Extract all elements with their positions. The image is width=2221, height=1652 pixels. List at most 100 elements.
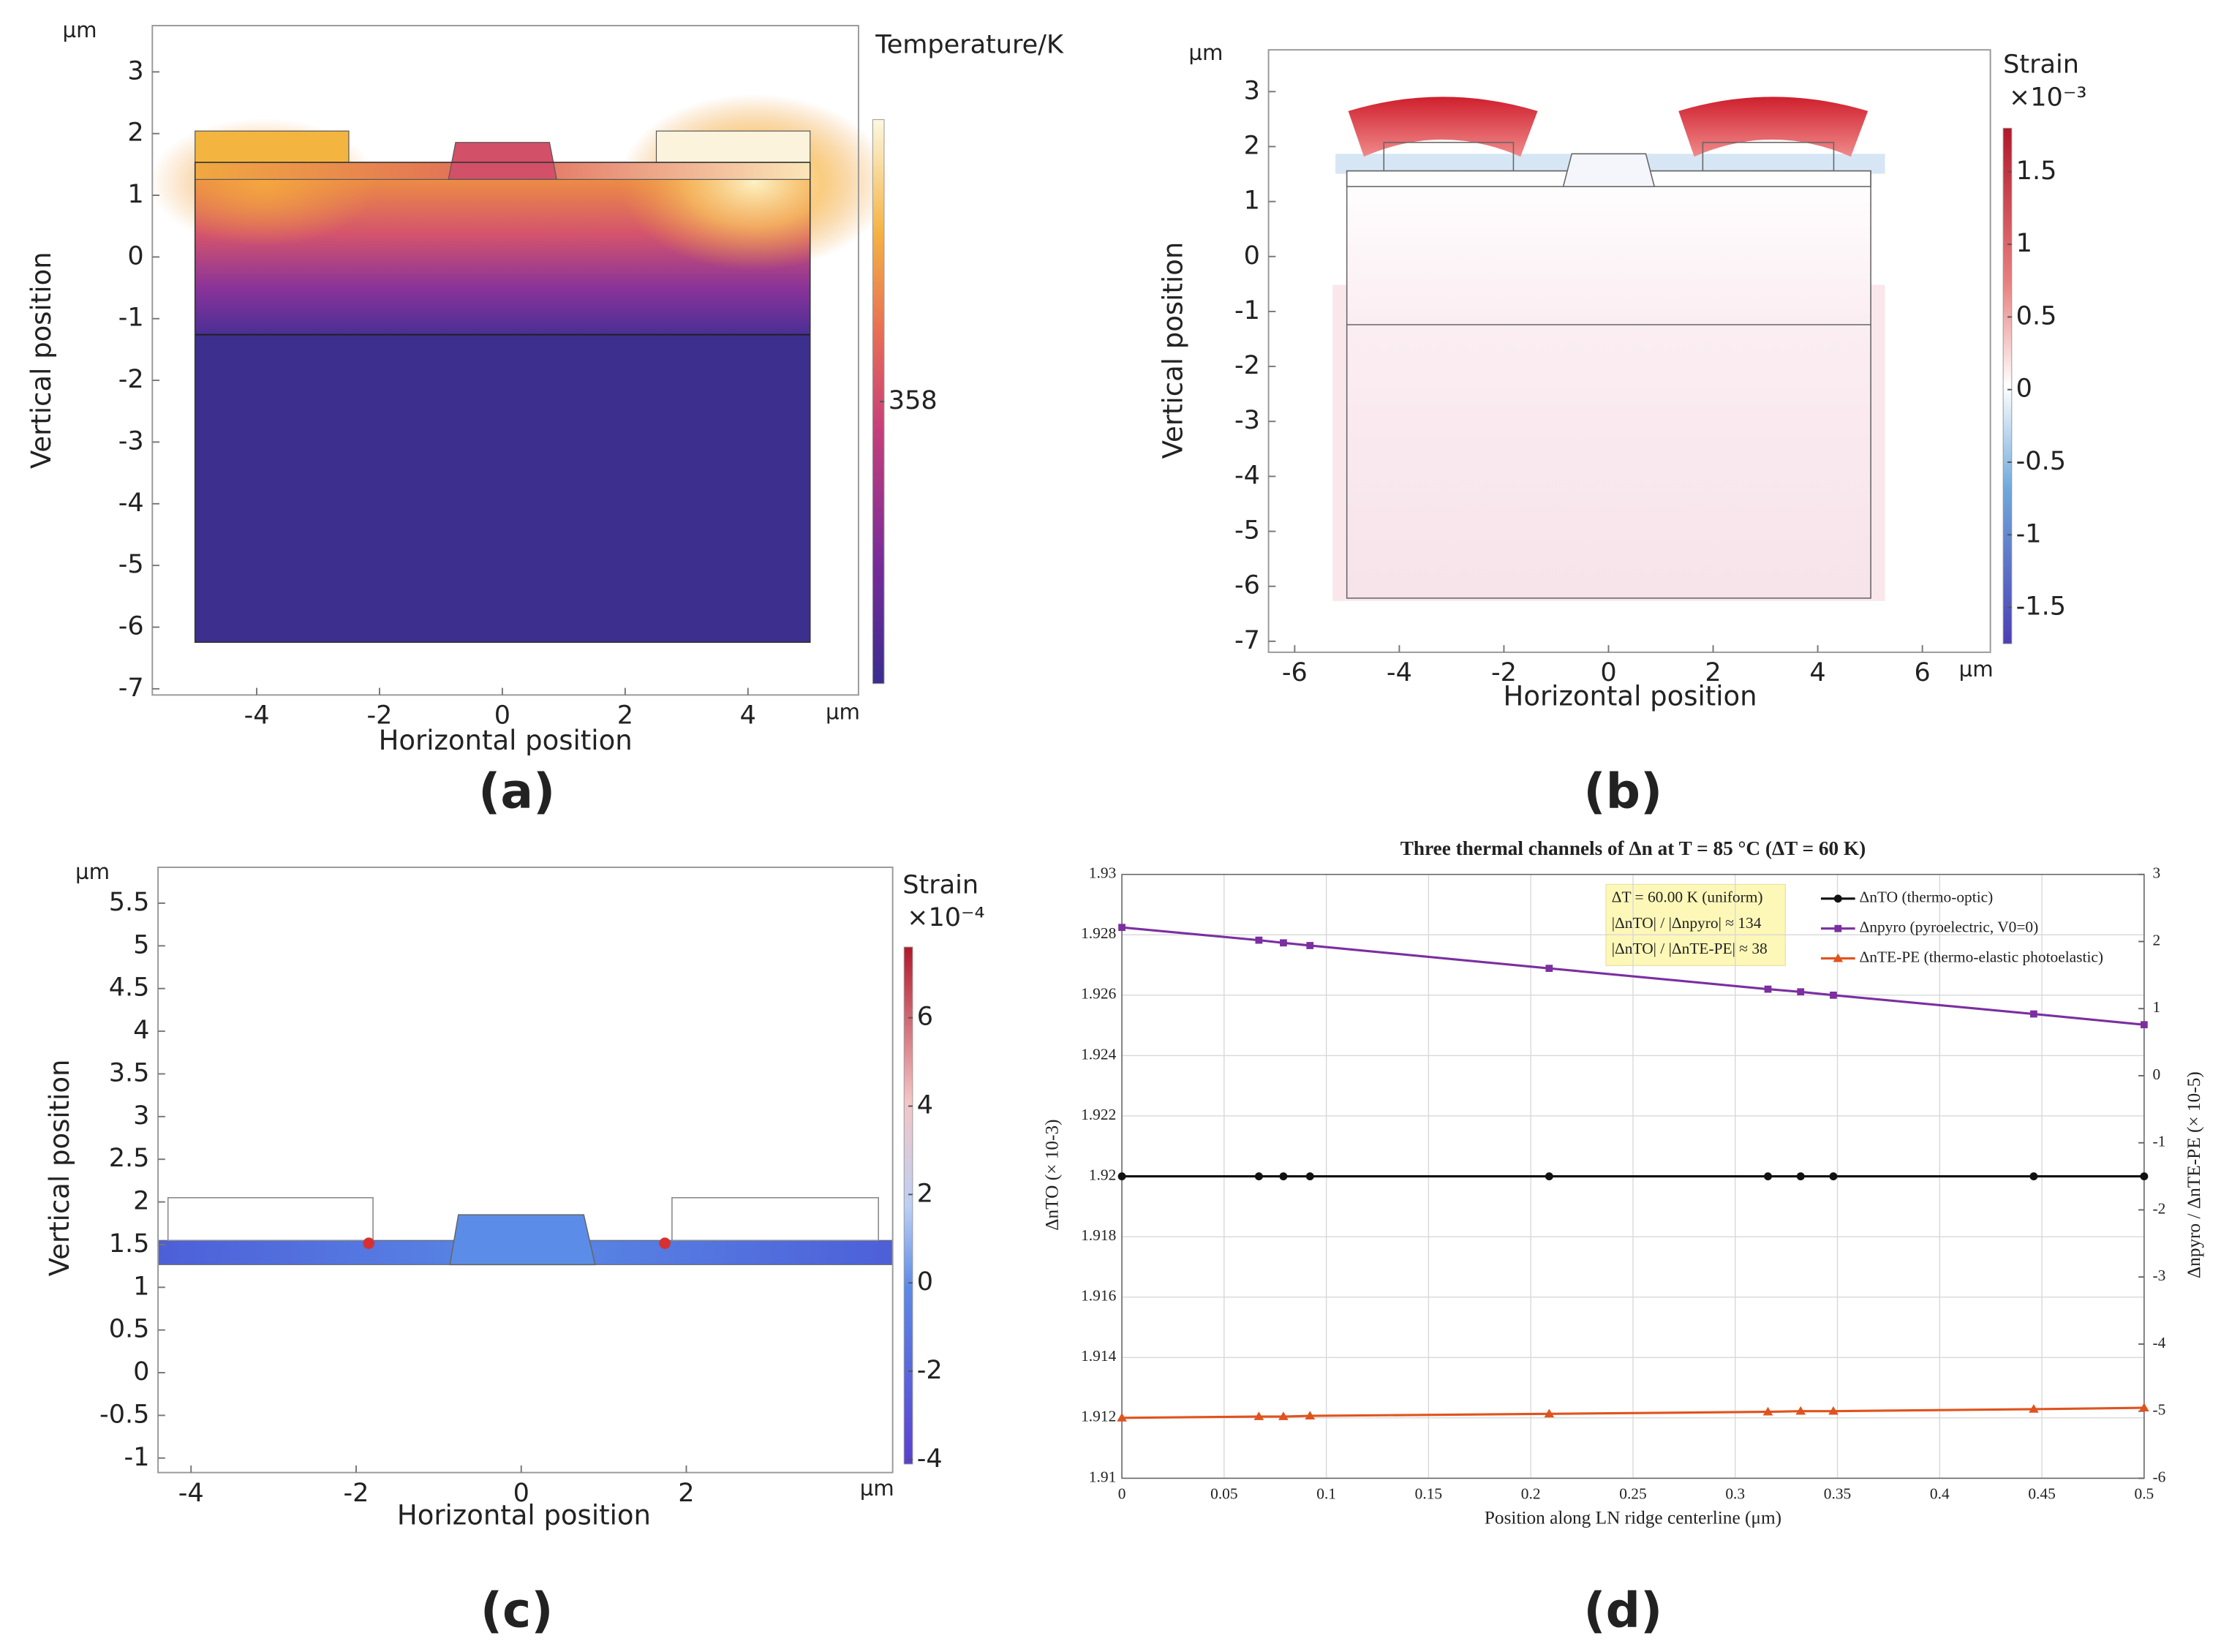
y-tick-label: -4 <box>1234 460 1260 490</box>
y2-tick-label: -1 <box>2153 1133 2166 1150</box>
y-tick-label: 5.5 <box>109 887 150 917</box>
panel-label: (c) <box>480 1582 554 1638</box>
y-tick-label: 0.5 <box>109 1314 150 1344</box>
y-tick-label: 2 <box>1244 130 1260 160</box>
panel-label: (b) <box>1583 763 1662 820</box>
colorbar-tick-label: 0 <box>2016 374 2032 404</box>
legend-marker <box>1833 953 1844 962</box>
chart-title: Three thermal channels of Δn at T = 85 °… <box>1400 837 1866 859</box>
y-tick-label: 1.922 <box>1081 1106 1116 1123</box>
field-c <box>157 946 913 1465</box>
field-b <box>1332 97 2013 644</box>
data-point <box>1545 965 1553 973</box>
data-point <box>1797 988 1805 996</box>
series-line <box>1122 1406 2144 1419</box>
x-unit: µm <box>860 1476 894 1501</box>
data-point <box>1306 942 1314 949</box>
legend-marker <box>1834 924 1842 932</box>
colorbar-tick-label: 0.5 <box>2016 301 2057 331</box>
data-point <box>1253 1411 1264 1420</box>
x-tick-label: 6 <box>1914 657 1930 687</box>
annotation-box <box>1605 883 1786 966</box>
plot-frame <box>1267 49 1991 653</box>
y-tick-label: 1.914 <box>1081 1347 1116 1365</box>
x-tick-label: 0.05 <box>1210 1485 1237 1503</box>
data-point <box>1545 1172 1553 1181</box>
y-tick-label: 4 <box>133 1015 149 1045</box>
x-tick-label: 0.15 <box>1415 1485 1442 1503</box>
colorbar-tick-label: 4 <box>917 1090 933 1120</box>
y-axis-label: ΔnTO (× 10-3) <box>1041 1119 1062 1230</box>
data-point <box>1117 1172 1126 1181</box>
data-point <box>1254 1172 1263 1181</box>
data-point <box>1796 1172 1805 1181</box>
y-tick-label: 1.92 <box>1089 1166 1116 1183</box>
x-unit: µm <box>826 700 860 725</box>
x-tick-label: 0 <box>1118 1485 1126 1503</box>
colorbar-tick-label: 2 <box>917 1178 933 1208</box>
x-tick-label: -6 <box>1282 657 1308 687</box>
legend-marker <box>1833 894 1842 903</box>
y-tick-label: -5 <box>118 549 144 579</box>
y-tick-label: 3.5 <box>109 1057 150 1087</box>
x-tick-label: 0 <box>494 701 510 731</box>
data-point <box>1118 924 1125 932</box>
data-point <box>2029 1404 2039 1413</box>
data-point <box>1117 1413 1127 1422</box>
y-tick-label: 1.924 <box>1081 1045 1116 1063</box>
x-tick-label: 0.4 <box>1930 1485 1950 1503</box>
y-axis-label: Vertical position <box>26 252 57 469</box>
legend-label: ΔnTE-PE (thermo-elastic photoelastic) <box>1860 948 2104 966</box>
y2-tick-label: -4 <box>2153 1334 2166 1351</box>
y-tick-label: 1.926 <box>1081 985 1116 1003</box>
colorbar-scale: ×10⁻³ <box>2009 82 2086 112</box>
y-tick-label: 1.912 <box>1081 1408 1116 1425</box>
y2-axis-label: Δnpyro / ΔnTE-PE (× 10-5) <box>2184 1071 2204 1278</box>
y-tick-label: -3 <box>118 426 144 456</box>
y-tick-label: 1 <box>127 179 143 209</box>
data-point <box>2141 1021 2148 1029</box>
x-tick-label: 2 <box>617 701 633 731</box>
panel-label: (d) <box>1583 1582 1662 1638</box>
y-axis-label: Vertical position <box>1158 242 1189 459</box>
colorbar-scale: ×10⁻⁴ <box>907 902 984 932</box>
y-tick-label: -2 <box>118 364 144 394</box>
y-unit: µm <box>63 18 97 42</box>
legend-label: Δnpyro (pyroelectric, V0=0) <box>1860 919 2039 936</box>
y-tick-label: 2 <box>127 118 143 148</box>
x-tick-label: 0.25 <box>1619 1485 1646 1503</box>
y2-tick-label: 3 <box>2153 864 2161 882</box>
x-axis-label: Horizontal position <box>1504 681 1757 712</box>
y2-tick-label: 1 <box>2153 998 2161 1016</box>
colorbar-tick-label: 358 <box>889 385 938 415</box>
y-tick-label: -2 <box>1234 350 1260 380</box>
y-tick-label: -1 <box>124 1442 149 1472</box>
y-tick-label: 5 <box>133 929 149 959</box>
data-point <box>1255 936 1263 944</box>
y-tick-label: 3 <box>133 1101 149 1131</box>
plot-frame <box>157 867 894 1474</box>
x-tick-label: 0.3 <box>1725 1485 1745 1503</box>
y2-tick-label: 2 <box>2153 931 2161 948</box>
data-point <box>1828 1406 1839 1415</box>
y-tick-label: -7 <box>1234 625 1260 655</box>
data-point <box>1278 1411 1289 1420</box>
y-tick-label: 1.91 <box>1089 1468 1116 1485</box>
data-point <box>2030 1010 2037 1018</box>
x-tick-label: 0.2 <box>1521 1485 1541 1503</box>
y-tick-label: 1.916 <box>1081 1287 1116 1305</box>
y-tick-label: 1.93 <box>1089 864 1116 882</box>
y-tick-label: 1 <box>1244 186 1260 216</box>
x-tick-label: 0.35 <box>1824 1485 1851 1503</box>
data-point <box>1764 985 1772 993</box>
x-tick-label: 0.1 <box>1316 1485 1336 1503</box>
y-tick-label: 0 <box>127 241 143 271</box>
data-point <box>1544 1408 1555 1418</box>
y-unit: µm <box>75 859 110 884</box>
y-tick-label: -1 <box>118 303 144 333</box>
data-point <box>1830 991 1837 999</box>
colorbar-title: Temperature/K <box>875 29 1064 59</box>
y-tick-label: -6 <box>118 611 144 641</box>
y-tick-label: -6 <box>1234 570 1260 600</box>
